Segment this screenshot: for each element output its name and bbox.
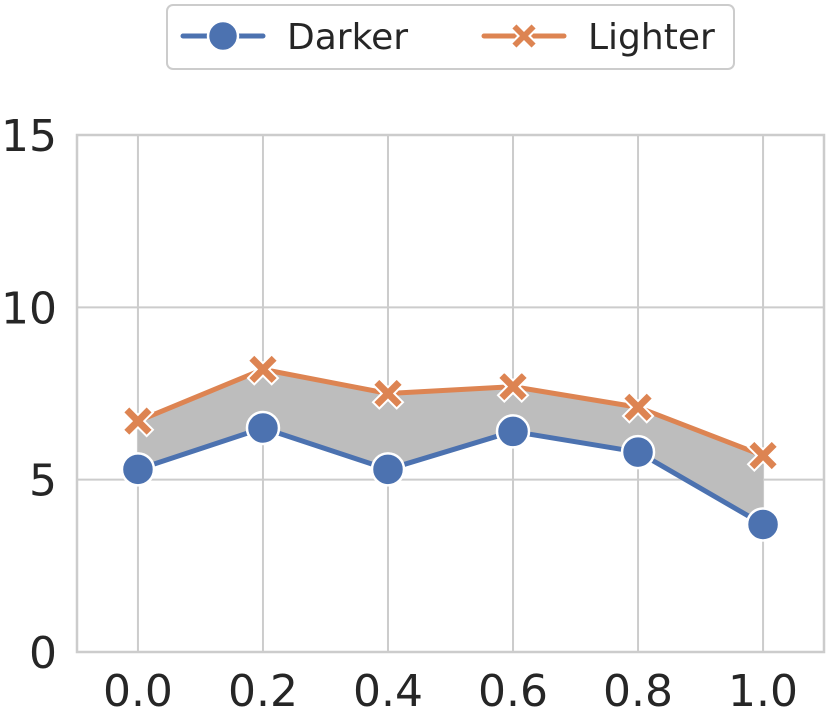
data-point-darker [745, 507, 781, 542]
legend-label-darker: Darker [287, 17, 408, 58]
legend-marker-lighter [509, 21, 539, 51]
x-tick-label: 0.8 [603, 666, 673, 712]
legend-box [166, 4, 735, 70]
data-point-lighter [246, 352, 280, 386]
series-lighter [121, 352, 780, 472]
data-point-lighter [371, 377, 405, 410]
data-point-darker [620, 434, 656, 470]
series-layer [120, 352, 781, 542]
plot-frame [75, 133, 826, 654]
y-tick-label: 15 [1, 111, 57, 162]
legend-entry-darker: Darker [180, 17, 408, 58]
x-tick-label: 0.2 [228, 666, 298, 712]
legend: Darker Lighter [166, 4, 735, 70]
data-point-darker [370, 452, 406, 487]
series-darker [120, 410, 781, 542]
series-line-darker [135, 425, 766, 527]
x-tick-labels: 0.0 0.2 0.4 0.6 0.8 1.0 [103, 666, 798, 712]
data-point-lighter [746, 439, 780, 472]
legend-marker-darker [206, 19, 240, 53]
data-point-lighter [121, 404, 155, 438]
legend-label-lighter: Lighter [588, 17, 715, 58]
fill-between [137, 369, 764, 525]
x-tick-label: 0.6 [478, 666, 548, 712]
y-tick-label: 0 [29, 628, 57, 679]
legend-entries: Darker Lighter [180, 17, 715, 58]
data-point-darker [120, 452, 156, 487]
series-line-lighter [135, 366, 766, 459]
y-tick-label: 5 [29, 456, 57, 507]
fill-between-area [137, 369, 764, 525]
y-tick-labels: 0 5 10 15 [1, 111, 57, 679]
y-tick-label: 10 [1, 283, 57, 334]
data-point-lighter [496, 370, 530, 404]
data-point-darker [245, 410, 281, 446]
x-tick-label: 1.0 [728, 666, 798, 712]
x-tick-label: 0.0 [103, 666, 173, 712]
x-tick-label: 0.4 [353, 666, 423, 712]
data-point-lighter [621, 390, 655, 424]
data-point-darker [495, 414, 531, 449]
legend-entry-lighter: Lighter [481, 17, 715, 58]
